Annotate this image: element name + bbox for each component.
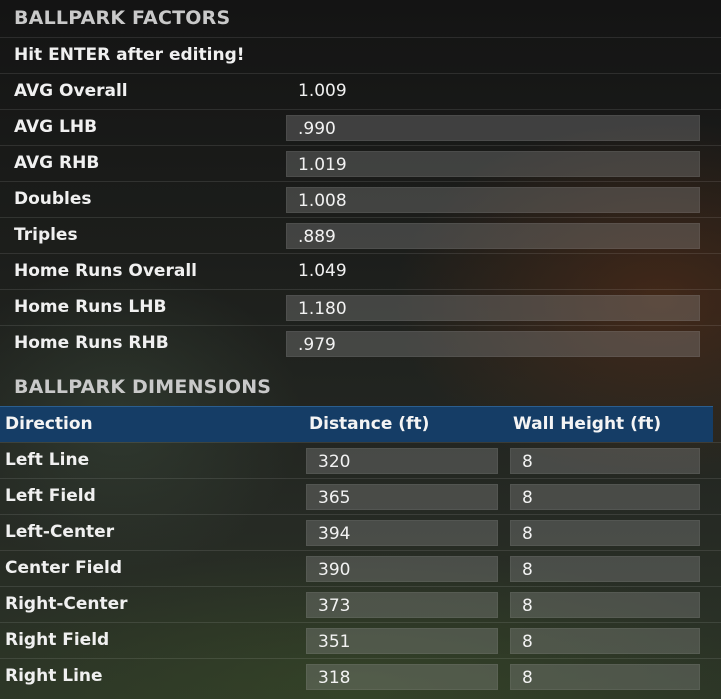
factor-value: 1.049 [298, 261, 347, 281]
direction-label: Left Field [5, 486, 96, 506]
hint-row: Hit ENTER after editing! [0, 37, 721, 73]
factor-row-avg-overall: AVG Overall 1.009 [0, 73, 721, 109]
wall-height-input[interactable]: 8 [510, 484, 700, 510]
distance-input[interactable]: 390 [306, 556, 498, 582]
table-row: Left Line 320 8 [0, 442, 721, 478]
column-header-wall-height: Wall Height (ft) [513, 414, 662, 434]
wall-height-input[interactable]: 8 [510, 592, 700, 618]
distance-input[interactable]: 373 [306, 592, 498, 618]
distance-input[interactable]: 320 [306, 448, 498, 474]
column-header-distance: Distance (ft) [309, 414, 430, 434]
factor-row-triples: Triples .889 [0, 217, 721, 253]
wall-height-input[interactable]: 8 [510, 628, 700, 654]
distance-input[interactable]: 365 [306, 484, 498, 510]
doubles-input[interactable]: 1.008 [286, 187, 700, 213]
distance-input[interactable]: 394 [306, 520, 498, 546]
direction-label: Left-Center [5, 522, 115, 542]
factor-label: AVG Overall [14, 81, 128, 101]
table-row: Right Field 351 8 [0, 622, 721, 658]
factor-row-avg-lhb: AVG LHB .990 [0, 109, 721, 145]
wall-height-input[interactable]: 8 [510, 664, 700, 690]
factor-row-hr-overall: Home Runs Overall 1.049 [0, 253, 721, 289]
direction-label: Right Field [5, 630, 110, 650]
direction-label: Center Field [5, 558, 123, 578]
distance-input[interactable]: 351 [306, 628, 498, 654]
distance-input[interactable]: 318 [306, 664, 498, 690]
factor-value: 1.009 [298, 81, 347, 101]
direction-label: Left Line [5, 450, 90, 470]
hr-lhb-input[interactable]: 1.180 [286, 295, 700, 321]
wall-height-input[interactable]: 8 [510, 520, 700, 546]
table-row: Left-Center 394 8 [0, 514, 721, 550]
factor-label: AVG RHB [14, 153, 100, 173]
column-header-direction: Direction [5, 414, 93, 434]
table-row: Left Field 365 8 [0, 478, 721, 514]
factor-label: Home Runs Overall [14, 261, 197, 281]
factor-label: AVG LHB [14, 117, 98, 137]
dimensions-table-header: Direction Distance (ft) Wall Height (ft) [0, 406, 713, 442]
wall-height-input[interactable]: 8 [510, 556, 700, 582]
avg-lhb-input[interactable]: .990 [286, 115, 700, 141]
factor-row-hr-rhb: Home Runs RHB .979 [0, 325, 721, 361]
table-row: Right Line 318 8 [0, 658, 721, 699]
ballpark-dimensions-title: BALLPARK DIMENSIONS [14, 376, 272, 398]
factor-label: Doubles [14, 189, 92, 209]
direction-label: Right Line [5, 666, 103, 686]
table-row: Center Field 390 8 [0, 550, 721, 586]
wall-height-input[interactable]: 8 [510, 448, 700, 474]
ballpark-factors-title: BALLPARK FACTORS [14, 7, 231, 29]
factor-label: Triples [14, 225, 78, 245]
triples-input[interactable]: .889 [286, 223, 700, 249]
avg-rhb-input[interactable]: 1.019 [286, 151, 700, 177]
factor-label: Home Runs RHB [14, 333, 169, 353]
hr-rhb-input[interactable]: .979 [286, 331, 700, 357]
direction-label: Right-Center [5, 594, 128, 614]
factor-row-avg-rhb: AVG RHB 1.019 [0, 145, 721, 181]
factor-label: Home Runs LHB [14, 297, 167, 317]
table-row: Right-Center 373 8 [0, 586, 721, 622]
factor-row-doubles: Doubles 1.008 [0, 181, 721, 217]
factor-row-hr-lhb: Home Runs LHB 1.180 [0, 289, 721, 325]
edit-hint: Hit ENTER after editing! [14, 45, 245, 65]
